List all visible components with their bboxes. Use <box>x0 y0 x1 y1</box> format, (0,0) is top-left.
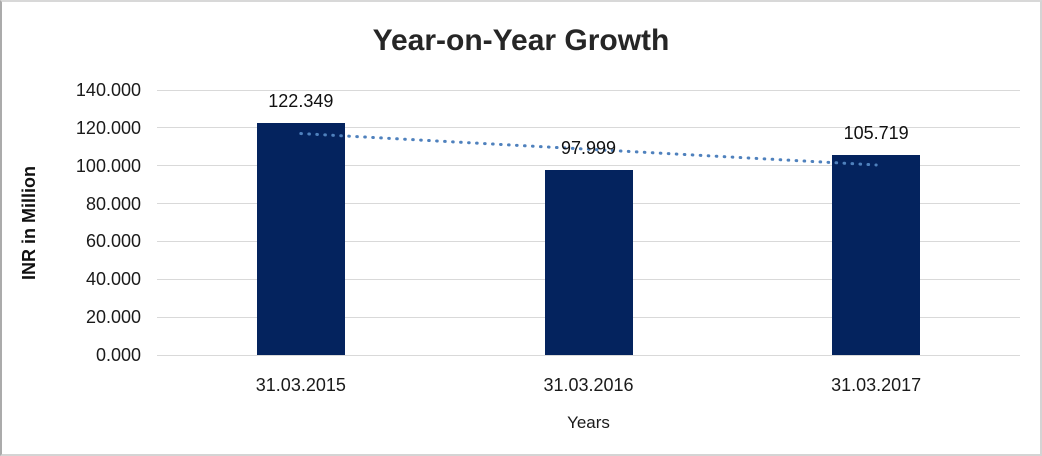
y-tick-label: 120.000 <box>75 117 141 138</box>
y-tick-label: 20.000 <box>85 307 141 328</box>
y-tick-label: 140.000 <box>75 80 141 100</box>
trendline <box>299 132 878 167</box>
x-axis-title: Years <box>567 413 610 432</box>
bar-31.03.2015 <box>256 123 345 355</box>
y-tick-label: 0.000 <box>95 345 141 365</box>
y-tick-label: 80.000 <box>85 193 141 214</box>
bar-31.03.2016 <box>544 169 633 355</box>
bar-data-label: 122.349 <box>268 91 334 112</box>
gridline <box>157 89 1020 91</box>
x-tick-label: 31.03.2016 <box>543 375 634 395</box>
y-tick-label: 60.000 <box>85 231 141 252</box>
x-tick-label: 31.03.2015 <box>255 375 346 395</box>
y-axis-title: INR in Million <box>16 90 42 355</box>
bar-31.03.2017 <box>832 154 921 355</box>
x-tick-label: 31.03.2017 <box>831 375 922 395</box>
gridline <box>157 165 1020 167</box>
y-axis-title-text: INR in Million <box>18 165 39 280</box>
chart-title: Year-on-Year Growth <box>372 24 670 57</box>
plot-area: 0.000 20.000 40.000 60.000 80.000 100.000 120.… <box>76 80 1020 395</box>
y-tick-label: 100.000 <box>75 155 141 176</box>
y-tick-label: 40.000 <box>85 269 141 290</box>
bar-data-label: 97.999 <box>560 137 617 158</box>
gridline <box>157 354 1020 356</box>
bar-data-label: 105.719 <box>843 122 909 143</box>
gridline <box>157 127 1020 129</box>
